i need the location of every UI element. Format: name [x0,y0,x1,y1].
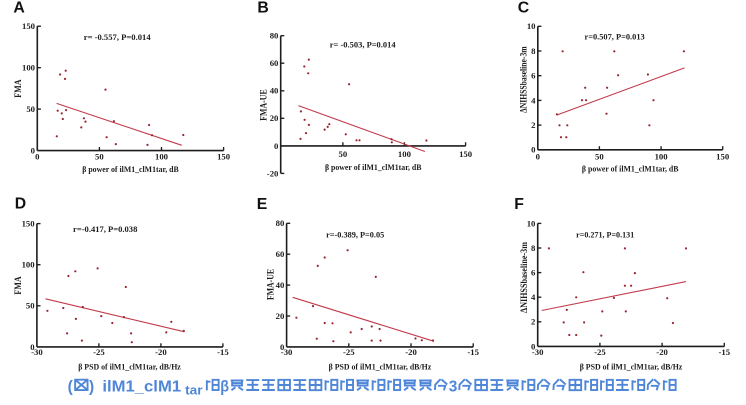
svg-text:ilM1_clM1: ilM1_clM1 [102,378,181,395]
svg-text:80: 80 [270,31,279,41]
svg-text:ΔNIHSSbaseline-3m: ΔNIHSSbaseline-3m [519,46,530,113]
svg-text:8: 8 [531,243,536,253]
svg-text:β power of ilM1_clM1tar, dB: β power of ilM1_clM1tar, dB [82,164,179,174]
svg-text:r= -0.503, P=0.014: r= -0.503, P=0.014 [330,40,396,50]
svg-text:-20: -20 [267,168,279,178]
svg-text:ΔNIHSSbaseline-3m: ΔNIHSSbaseline-3m [519,242,530,313]
svg-text:60: 60 [270,58,279,68]
svg-text:0: 0 [531,341,536,351]
svg-text:6: 6 [531,71,536,81]
svg-text:8: 8 [531,46,536,56]
svg-text:150: 150 [22,219,36,229]
svg-text:60: 60 [276,249,285,259]
svg-text:B: B [257,0,268,16]
svg-text:β power of ilM1_clM1tar, dB: β power of ilM1_clM1tar, dB [325,162,422,172]
svg-text:3: 3 [449,378,458,395]
svg-text:β power of ilM1_clM1tar, dB: β power of ilM1_clM1tar, dB [582,164,679,174]
svg-text:tar: tar [185,383,203,397]
svg-text:40: 40 [276,280,285,290]
svg-text:FMA-UE: FMA-UE [266,269,277,300]
svg-text:β PSD of ilM1_clM1tar, dB/Hz: β PSD of ilM1_clM1tar, dB/Hz [580,362,683,372]
svg-text:4: 4 [531,95,536,105]
svg-text:C: C [518,0,529,16]
svg-text:20: 20 [270,113,279,123]
svg-text:-20: -20 [155,347,167,357]
svg-text:150: 150 [459,149,473,159]
svg-text:0: 0 [531,145,536,155]
svg-text:r=0.271, P=0.131: r=0.271, P=0.131 [576,229,634,239]
svg-text:100: 100 [655,152,669,162]
svg-text:0: 0 [274,141,279,151]
svg-text:150: 150 [716,152,730,162]
svg-text:-30: -30 [281,347,293,357]
svg-text:-30: -30 [532,347,544,357]
svg-text:D: D [15,195,26,212]
svg-text:50: 50 [339,149,348,159]
svg-text:r= -0.557, P=0.014: r= -0.557, P=0.014 [84,32,152,42]
svg-text:50: 50 [595,152,604,162]
svg-text:0: 0 [536,152,541,162]
svg-text:150: 150 [22,21,36,31]
svg-text:2: 2 [531,120,535,130]
svg-text:FMA: FMA [13,276,24,295]
svg-text:-15: -15 [719,347,731,357]
svg-text:0: 0 [30,342,35,352]
svg-text:40: 40 [270,86,279,96]
svg-text:-15: -15 [467,347,479,357]
svg-text:100: 100 [22,63,36,73]
svg-text:100: 100 [398,149,412,159]
svg-text:6: 6 [531,268,536,278]
svg-text:FMA: FMA [13,79,24,98]
svg-text:0: 0 [35,152,40,162]
svg-text:4: 4 [531,292,536,302]
svg-text:0: 0 [31,146,36,156]
svg-text:r=0.507, P=0.013: r=0.507, P=0.013 [585,32,646,42]
svg-text:100: 100 [22,260,36,270]
svg-text:F: F [514,196,524,213]
svg-text:β PSD of ilM1_clM1tar, dB/Hz: β PSD of ilM1_clM1tar, dB/Hz [78,362,181,372]
svg-text:-20: -20 [405,347,417,357]
svg-text:20: 20 [276,311,285,321]
svg-text:FMA-UE: FMA-UE [258,89,269,121]
svg-text:-15: -15 [217,347,229,357]
svg-text:): ) [89,378,94,395]
svg-text:10: 10 [527,21,536,31]
svg-text:50: 50 [26,301,35,311]
svg-text:2: 2 [531,317,535,327]
svg-text:β PSD of ilM1_clM1tar, dB/Hz: β PSD of ilM1_clM1tar, dB/Hz [329,362,432,372]
svg-text:β: β [220,378,229,395]
svg-text:-25: -25 [343,347,355,357]
svg-text:E: E [257,196,268,213]
svg-text:-30: -30 [31,347,43,357]
svg-text:-20: -20 [656,347,668,357]
svg-text:(: ( [68,378,74,395]
svg-text:r=-0.417, P=0.038: r=-0.417, P=0.038 [73,224,138,234]
svg-text:50: 50 [26,104,35,114]
svg-text:50: 50 [95,152,104,162]
svg-text:100: 100 [155,152,169,162]
svg-text:A: A [13,0,24,17]
svg-text:80: 80 [276,218,285,228]
svg-text:150: 150 [217,152,231,162]
svg-text:-25: -25 [93,347,105,357]
svg-text:10: 10 [527,218,536,228]
svg-text:0: 0 [280,342,285,352]
svg-text:-25: -25 [594,347,606,357]
svg-text:r=-0.389, P=0.05: r=-0.389, P=0.05 [326,229,385,239]
